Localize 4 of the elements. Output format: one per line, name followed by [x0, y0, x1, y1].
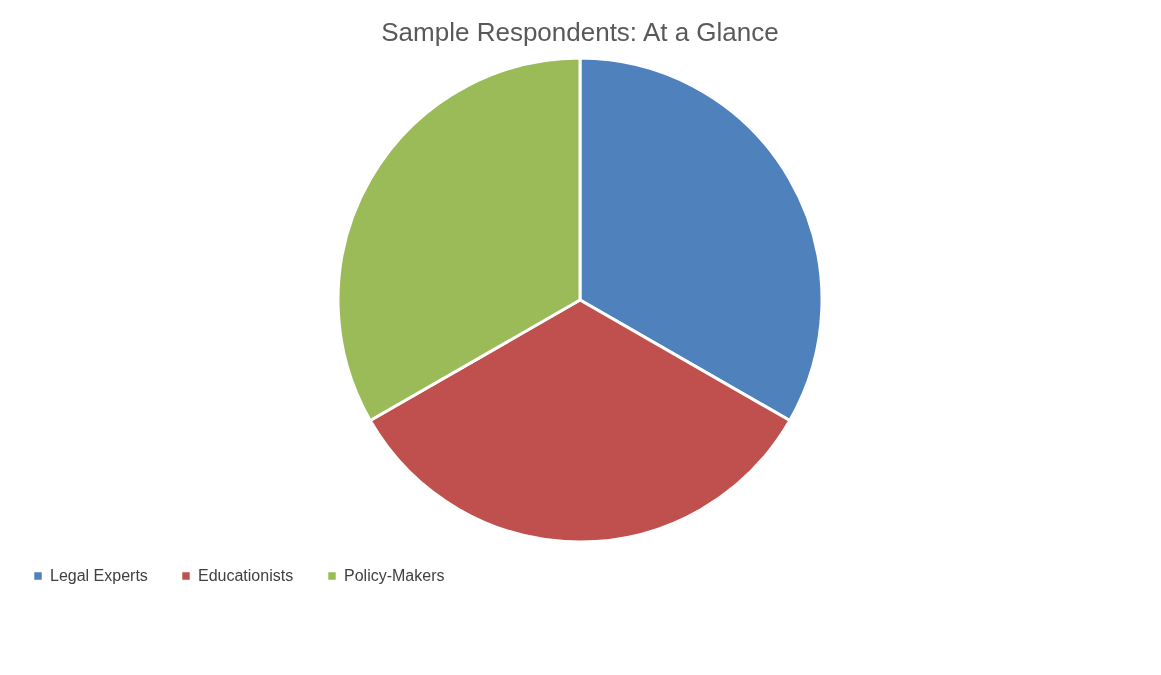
legend-label: Legal Experts	[50, 567, 148, 584]
legend-label: Educationists	[198, 567, 294, 584]
chart-title: Sample Respondents: At a Glance	[381, 17, 779, 47]
legend-label: Policy-Makers	[344, 567, 445, 584]
